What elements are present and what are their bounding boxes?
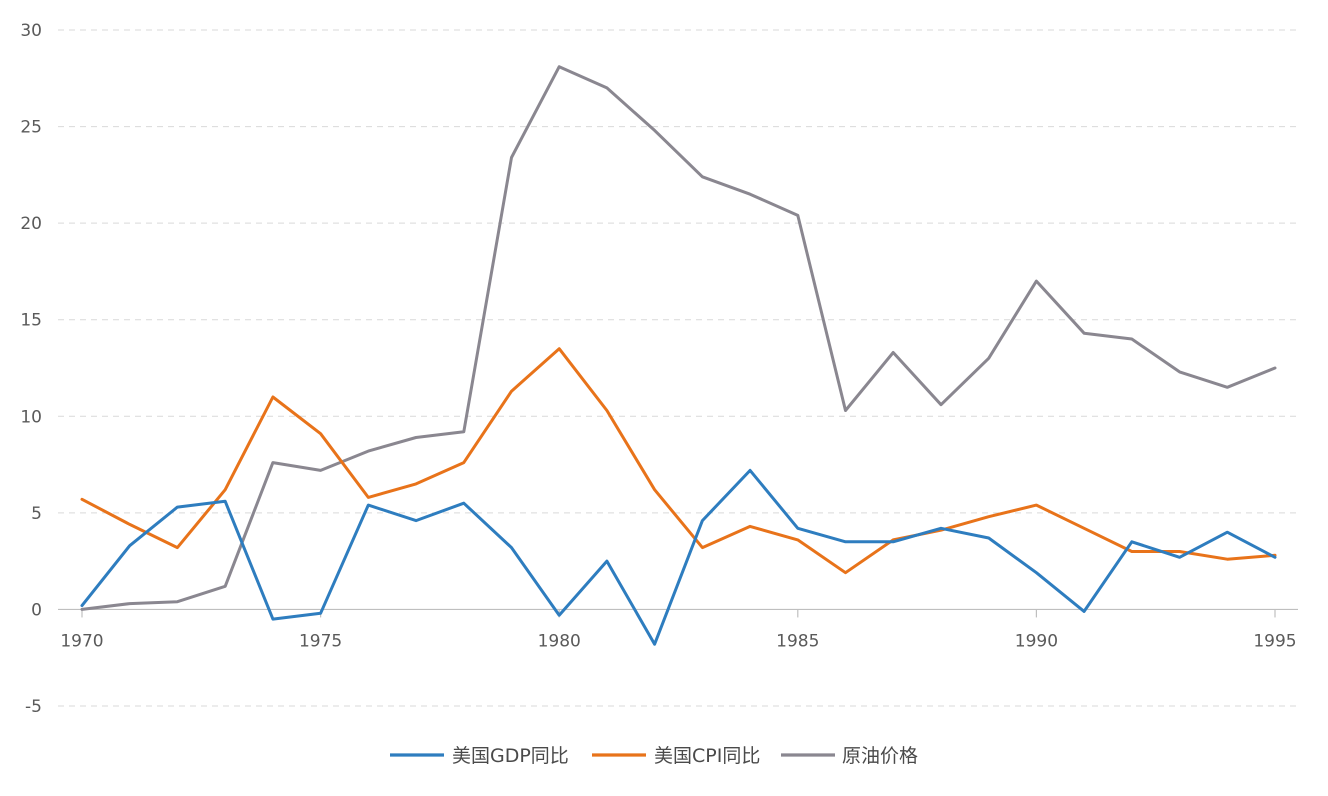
x-tick-label: 1995 — [1253, 631, 1296, 651]
y-tick-label: 10 — [20, 407, 42, 427]
series-line-2 — [80, 65, 1277, 611]
legend-label-2: 原油价格 — [842, 745, 918, 767]
x-tick-label: 1985 — [776, 631, 819, 651]
y-tick-label: 0 — [31, 600, 42, 620]
series-line-1 — [80, 347, 1277, 575]
x-tick-label: 1975 — [299, 631, 342, 651]
x-tick-label: 1970 — [60, 631, 103, 651]
y-tick-label: 20 — [20, 214, 42, 234]
x-axis — [58, 608, 1298, 618]
grid-lines — [58, 29, 1298, 707]
y-tick-label: 15 — [20, 311, 42, 331]
x-tick-label: 1990 — [1015, 631, 1058, 651]
x-axis-tick-labels: 1970 1975 1980 1985 1990 1995 — [60, 631, 1296, 651]
legend: 美国GDP同比 美国CPI同比 原油价格 — [390, 745, 918, 767]
y-tick-label: 5 — [31, 504, 42, 524]
legend-label-1: 美国CPI同比 — [654, 745, 760, 767]
y-axis-tick-labels: -5 0 5 10 15 20 25 30 — [20, 21, 42, 717]
y-tick-label: 30 — [20, 21, 42, 41]
series-lines — [80, 65, 1277, 646]
series-line-0 — [80, 468, 1277, 646]
y-tick-label: 25 — [20, 118, 42, 138]
x-tick-label: 1980 — [538, 631, 581, 651]
legend-label-0: 美国GDP同比 — [452, 745, 569, 767]
y-tick-label: -5 — [25, 697, 42, 717]
